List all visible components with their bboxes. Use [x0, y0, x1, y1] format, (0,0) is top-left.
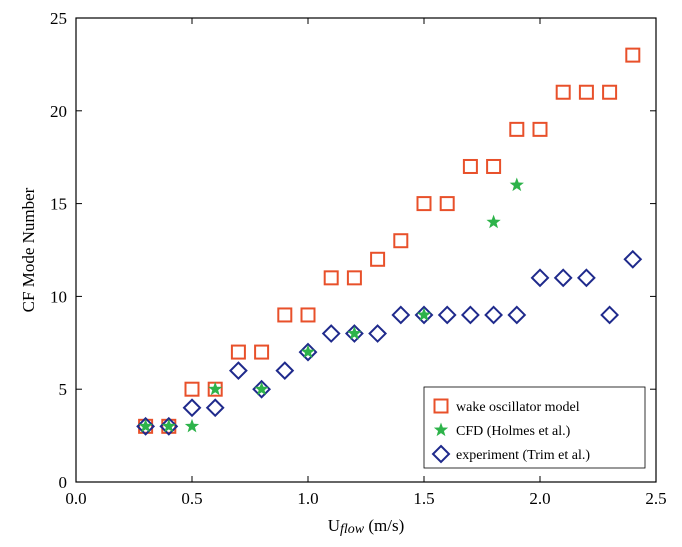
- y-axis-title: CF Mode Number: [19, 187, 38, 312]
- point-star: [300, 344, 316, 359]
- point-star: [184, 418, 200, 433]
- point-square: [555, 84, 571, 100]
- point-square: [532, 121, 548, 137]
- point-diamond: [414, 305, 434, 325]
- point-square: [625, 47, 641, 63]
- y-tick-label: 5: [59, 380, 68, 399]
- point-star: [161, 418, 176, 433]
- point-diamond: [182, 398, 202, 418]
- x-tick-label: 1.0: [297, 489, 318, 508]
- legend-label: experiment (Trim et al.): [456, 448, 590, 463]
- x-axis-title-unit: (m/s): [364, 516, 404, 535]
- x-axis-title-subscript: flow: [340, 522, 365, 537]
- point-diamond: [623, 249, 643, 269]
- x-axis-title-main: U: [328, 516, 340, 535]
- series-square: [138, 47, 641, 434]
- legend-box: [423, 386, 646, 469]
- point-diamond: [252, 379, 272, 399]
- x-axis-title: Uflow (m/s): [328, 516, 405, 537]
- point-diamond: [460, 305, 480, 325]
- point-diamond: [600, 305, 620, 325]
- legend-marker-diamond: [431, 444, 451, 464]
- point-star: [486, 214, 501, 229]
- point-diamond: [530, 268, 550, 288]
- point-star: [347, 326, 362, 340]
- point-diamond: [275, 361, 295, 381]
- point-star: [254, 381, 269, 396]
- point-diamond: [298, 342, 318, 362]
- point-diamond: [344, 324, 364, 343]
- y-tick-label: 20: [50, 102, 67, 121]
- point-diamond: [159, 416, 179, 436]
- point-diamond: [437, 305, 457, 325]
- y-tick-label: 0: [59, 473, 68, 492]
- axis-ticks: 0.0 0.5 1.0 1.5 2.0 2.5 0 5 10 15 20 25: [50, 9, 667, 508]
- point-diamond: [228, 361, 248, 381]
- point-square: [184, 381, 200, 397]
- legend-label: wake oscillator model: [456, 400, 580, 415]
- point-square: [602, 84, 618, 100]
- point-square: [416, 196, 432, 212]
- point-diamond: [484, 305, 504, 325]
- point-star: [416, 307, 432, 322]
- point-diamond: [576, 268, 596, 288]
- x-tick-label: 0.0: [65, 489, 86, 508]
- x-tick-label: 2.5: [645, 489, 666, 508]
- point-diamond: [391, 305, 411, 325]
- x-tick-label: 2.0: [529, 489, 550, 508]
- point-square: [370, 251, 386, 267]
- data-marks: [136, 47, 643, 436]
- y-tick-label: 25: [50, 9, 67, 28]
- point-diamond: [136, 416, 156, 436]
- point-square: [323, 270, 339, 286]
- point-diamond: [321, 324, 341, 343]
- plot-frame: [75, 17, 657, 483]
- x-tick-label: 1.5: [413, 489, 434, 508]
- point-square: [578, 84, 594, 100]
- point-square: [393, 233, 409, 249]
- point-star: [138, 418, 153, 433]
- point-square: [509, 121, 525, 137]
- legend-marker-star: [433, 422, 449, 437]
- point-diamond: [553, 268, 573, 288]
- series-star: [138, 177, 524, 433]
- point-star: [509, 177, 524, 192]
- y-tick-label: 15: [50, 195, 67, 214]
- point-diamond: [368, 324, 388, 343]
- x-tick-label: 0.5: [181, 489, 202, 508]
- legend: wake oscillator model CFD (Holmes et al.)…: [423, 386, 646, 469]
- point-diamond: [205, 398, 225, 418]
- point-diamond: [507, 305, 527, 325]
- point-square: [300, 307, 316, 323]
- point-square: [254, 344, 270, 360]
- point-square: [462, 158, 478, 174]
- point-square: [439, 196, 455, 212]
- point-square: [346, 270, 362, 286]
- series-diamond: [136, 249, 643, 436]
- point-square: [277, 307, 293, 323]
- point-square: [230, 344, 246, 360]
- point-square: [486, 158, 502, 174]
- point-star: [208, 381, 223, 396]
- y-tick-label: 10: [50, 287, 67, 306]
- legend-label: CFD (Holmes et al.): [456, 424, 571, 439]
- legend-marker-square: [433, 398, 449, 414]
